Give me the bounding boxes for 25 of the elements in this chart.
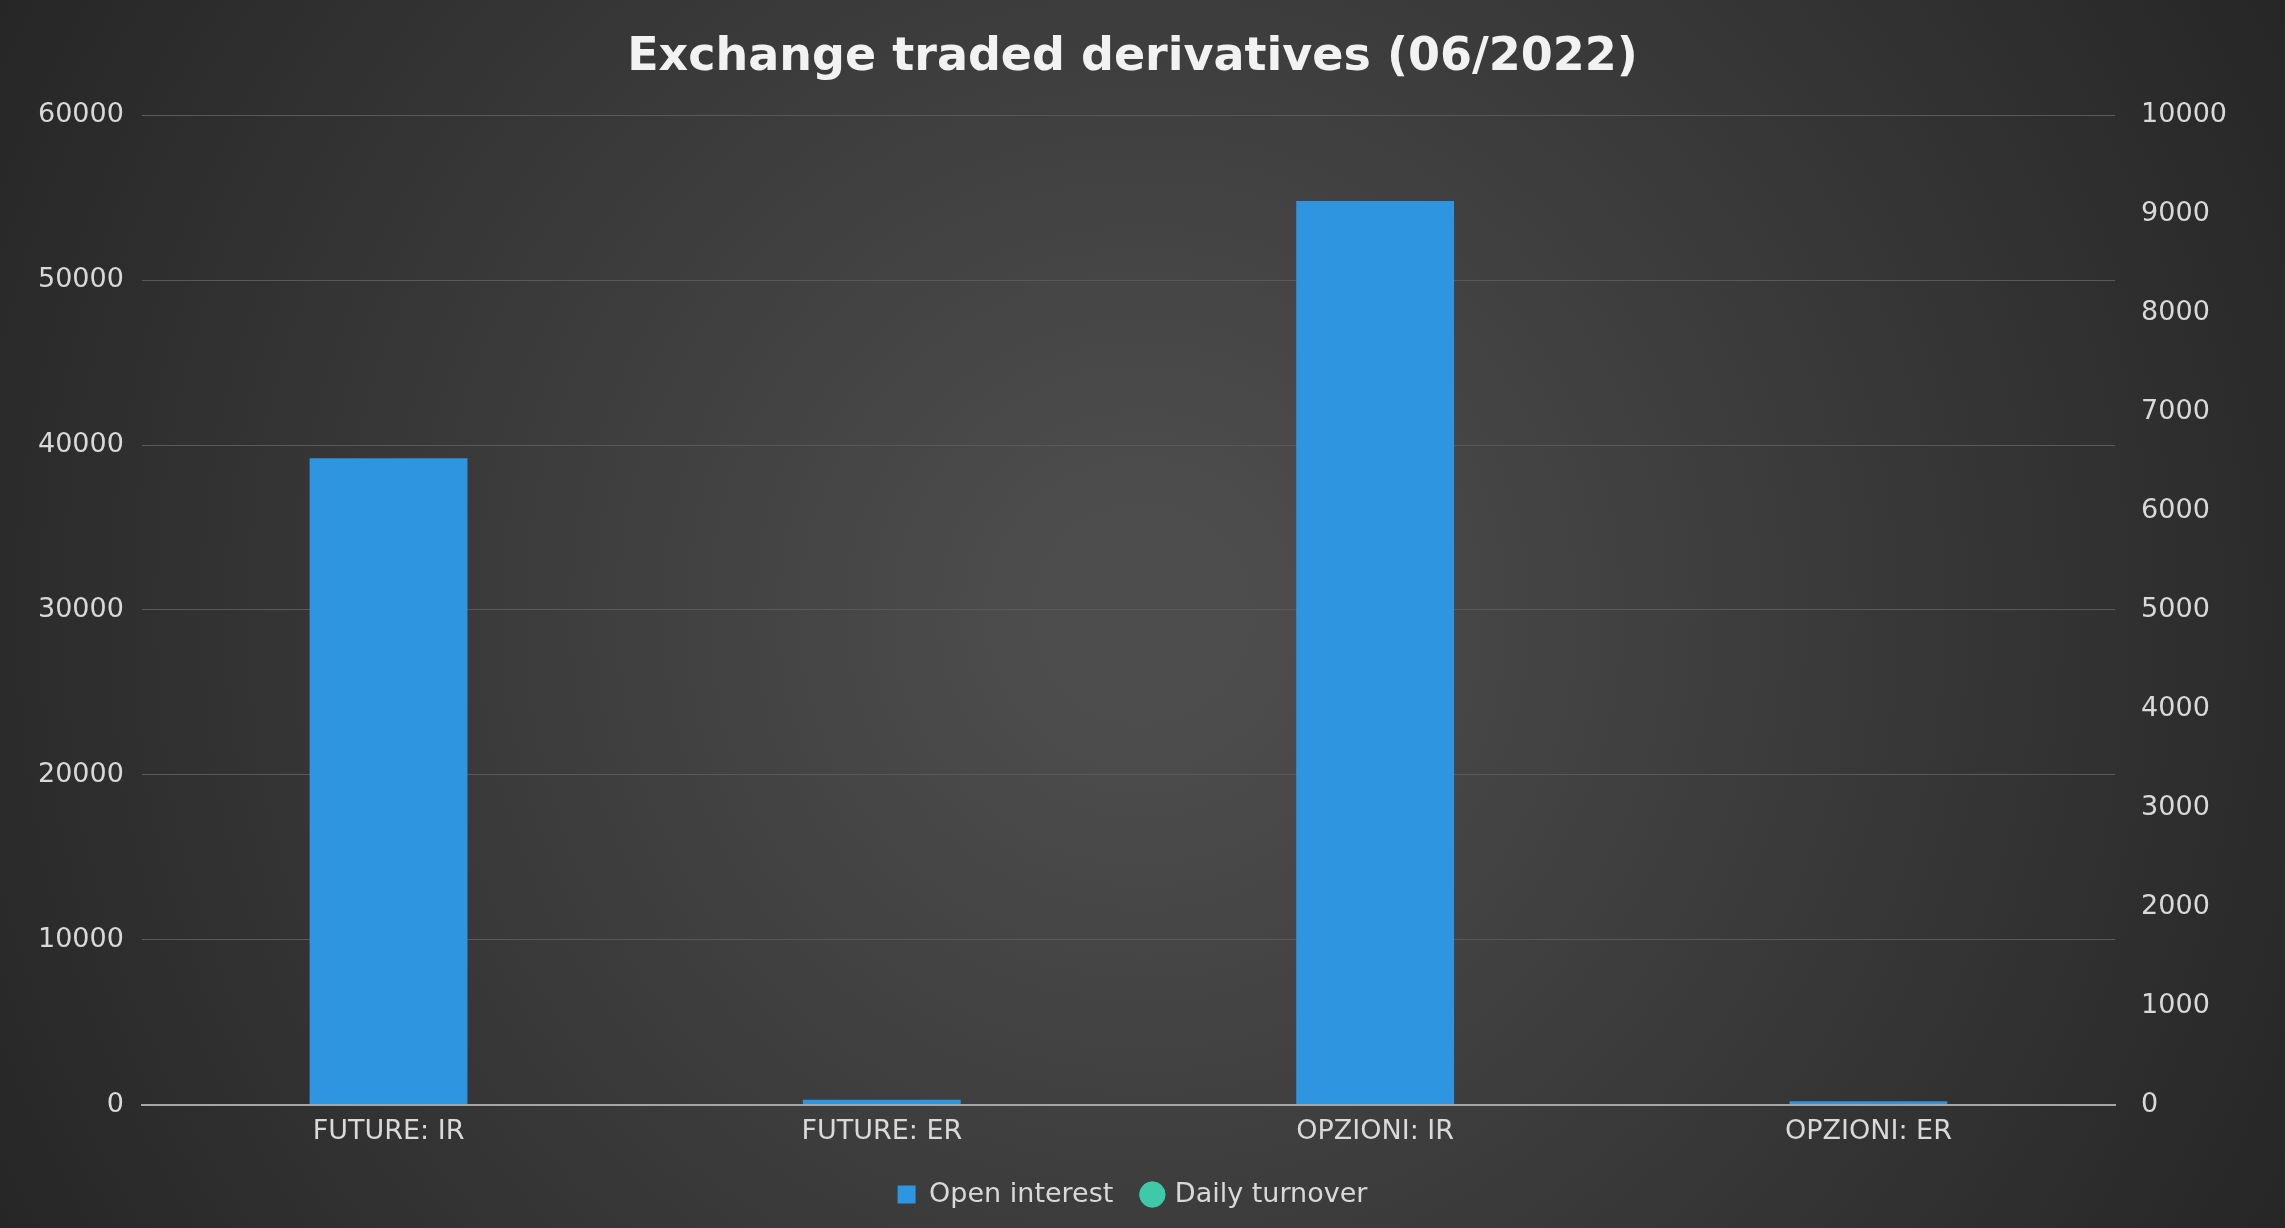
y2-tick-label: 6000 bbox=[2141, 492, 2210, 524]
y-tick-label: 30000 bbox=[37, 591, 124, 623]
y-tick-label: 10000 bbox=[37, 921, 124, 953]
x-tick-label: OPZIONI: IR bbox=[1296, 1113, 1455, 1145]
legend-label: Open interest bbox=[929, 1176, 1114, 1208]
y-tick-label: 60000 bbox=[37, 97, 124, 129]
x-tick-label: OPZIONI: ER bbox=[1785, 1113, 1952, 1145]
y2-tick-label: 1000 bbox=[2141, 987, 2210, 1019]
y-tick-label: 40000 bbox=[37, 427, 124, 459]
y2-tick-label: 8000 bbox=[2141, 295, 2210, 327]
y2-tick-label: 5000 bbox=[2141, 591, 2210, 623]
y2-tick-label: 7000 bbox=[2141, 394, 2210, 426]
y2-tick-label: 2000 bbox=[2141, 888, 2210, 920]
y2-tick-label: 4000 bbox=[2141, 690, 2210, 722]
x-tick-label: FUTURE: ER bbox=[801, 1113, 963, 1145]
x-tick-label: FUTURE: IR bbox=[312, 1113, 465, 1145]
y2-tick-label: 3000 bbox=[2141, 789, 2210, 821]
y-tick-label: 50000 bbox=[37, 262, 124, 294]
y2-tick-label: 0 bbox=[2141, 1086, 2159, 1118]
legend-label: Daily turnover bbox=[1174, 1176, 1369, 1208]
chart-title: Exchange traded derivatives (06/2022) bbox=[627, 26, 1638, 81]
y-tick-label: 20000 bbox=[37, 756, 124, 788]
y-tick-label: 0 bbox=[106, 1086, 124, 1118]
y2-tick-label: 9000 bbox=[2141, 196, 2210, 228]
y2-tick-label: 10000 bbox=[2141, 97, 2228, 129]
